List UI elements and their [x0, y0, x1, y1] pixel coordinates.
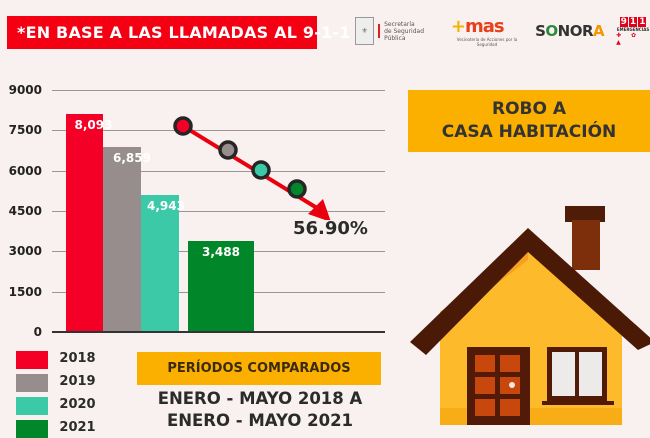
note-banner: *EN BASE A LAS LLAMADAS AL 9-1-1	[7, 16, 350, 49]
y-tick: 4500	[8, 204, 42, 218]
periods-range: ENERO - MAYO 2018 A ENERO - MAYO 2021	[157, 389, 363, 430]
point-2019	[218, 140, 238, 160]
legend-label-2021: 2021	[59, 420, 96, 435]
ssp-logo: ⚜ Secretaría de Seguridad Pública	[355, 17, 439, 45]
divider	[378, 24, 381, 38]
gridline	[52, 90, 385, 91]
legend-swatch-2019	[16, 374, 48, 392]
gridline	[52, 171, 385, 172]
trend-arrow	[173, 116, 331, 220]
legend-label-2020: 2020	[59, 397, 96, 412]
point-2018	[173, 116, 193, 136]
periods-heading: PERÍODOS COMPARADOS	[137, 352, 381, 385]
y-tick: 9000	[8, 83, 42, 97]
emergencias-911-logo: 9 1 1 EMERGENCIAS ✚ ✿ ▲	[616, 16, 650, 46]
point-2020	[251, 160, 271, 180]
y-tick: 0	[33, 325, 42, 339]
mas-logo: +mas Vecinoteria de Acciones por la Segu…	[450, 15, 518, 47]
point-2021	[287, 179, 307, 199]
bar-2018: 8,093	[66, 114, 112, 331]
bar-2020: 4,943	[141, 195, 185, 331]
gridline	[52, 211, 385, 212]
gridline	[52, 130, 385, 131]
y-tick: 7500	[8, 123, 42, 137]
decrease-percentage: 56.90%	[293, 218, 368, 239]
ssp-text: Secretaría de Seguridad Pública	[384, 20, 425, 42]
y-tick: 3000	[8, 244, 42, 258]
crest-icon: ⚜	[355, 17, 375, 45]
emergency-icons: ✚ ✿ ▲	[616, 31, 641, 46]
bars-area: 8,093 6,859 4,943 3,488	[66, 90, 256, 331]
legend-swatch-2021	[16, 420, 48, 438]
legend-label-2018: 2018	[59, 351, 96, 366]
bar-2019: 6,859	[103, 147, 151, 331]
crime-title: ROBO A CASA HABITACIÓN	[408, 90, 650, 152]
y-tick: 6000	[8, 164, 42, 178]
legend-label-2019: 2019	[59, 374, 96, 389]
bar-2021: 3,488	[188, 241, 254, 331]
x-axis	[52, 331, 385, 333]
arrow-head-icon	[308, 199, 331, 220]
house-icon	[410, 206, 650, 425]
y-tick: 1500	[8, 285, 42, 299]
sonora-logo: SONORA	[535, 22, 605, 40]
legend-swatch-2018	[16, 351, 48, 369]
logo-strip: ⚜ Secretaría de Seguridad Pública +mas V…	[355, 14, 650, 48]
legend-swatch-2020	[16, 397, 48, 415]
